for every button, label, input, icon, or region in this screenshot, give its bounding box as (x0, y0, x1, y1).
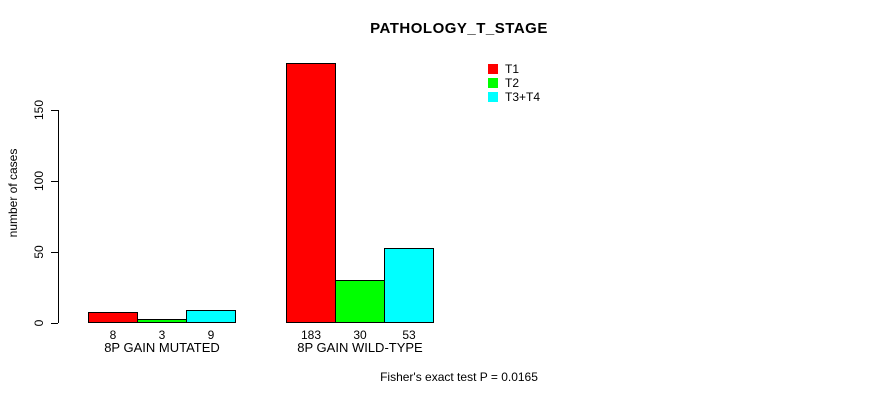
statistical-test-annotation: Fisher's exact test P = 0.0165 (380, 370, 538, 384)
category-label: 8P GAIN MUTATED (104, 340, 220, 355)
bar-value-label: 53 (402, 328, 416, 342)
bar-t3t4-group2 (384, 248, 434, 323)
bar-value-label: 9 (207, 328, 215, 342)
y-axis-tick (51, 323, 58, 324)
legend-swatch-icon (488, 78, 498, 88)
y-axis-tick (51, 110, 58, 111)
bar-t2-group2 (335, 280, 385, 323)
legend-label: T2 (505, 76, 520, 90)
y-axis-tick (51, 252, 58, 253)
category-label: 8P GAIN WILD-TYPE (297, 340, 423, 355)
y-axis-tick-label: 50 (32, 245, 46, 259)
bar-value-label: 30 (353, 328, 367, 342)
legend-item-t3t4: T3+T4 (488, 90, 541, 104)
bar-t3t4-group1 (186, 310, 236, 323)
bar-t2-group1 (137, 319, 187, 323)
legend-swatch-icon (488, 64, 498, 74)
y-axis-line (58, 110, 59, 323)
legend: T1 T2 T3+T4 (488, 62, 541, 106)
legend-swatch-icon (488, 92, 498, 102)
bar-t1-group1 (88, 312, 138, 323)
legend-label: T1 (505, 62, 520, 76)
legend-item-t2: T2 (488, 76, 540, 90)
y-axis-tick-label: 0 (32, 319, 46, 327)
legend-item-t1: T1 (488, 62, 540, 76)
bar-value-label: 3 (158, 328, 166, 342)
y-axis-tick (51, 181, 58, 182)
bar-value-label: 183 (300, 328, 322, 342)
bar-t1-group2 (286, 63, 336, 323)
bar-value-label: 8 (109, 328, 117, 342)
legend-label: T3+T4 (505, 90, 541, 104)
y-axis-tick-label: 150 (32, 99, 46, 121)
y-axis-label: number of cases (6, 148, 20, 238)
y-axis-tick-label: 100 (32, 170, 46, 192)
chart-title: PATHOLOGY_T_STAGE (370, 20, 548, 37)
